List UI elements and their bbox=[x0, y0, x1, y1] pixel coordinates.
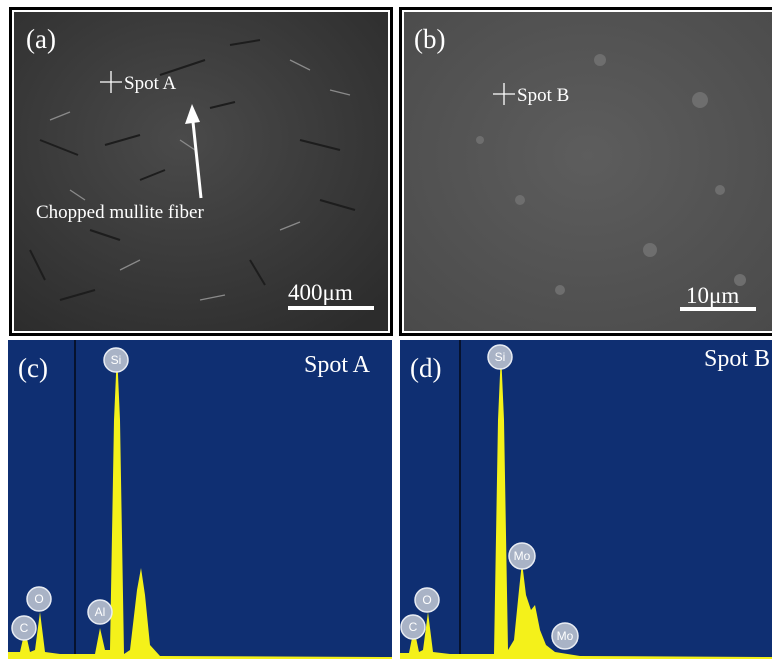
scale-bar bbox=[288, 306, 374, 310]
spot-label: Spot A bbox=[304, 352, 371, 378]
element-label: Mo bbox=[514, 549, 531, 563]
element-tag: O bbox=[415, 588, 439, 612]
element-label: C bbox=[409, 620, 418, 634]
panel-c: (c) Spot A Si O C Al bbox=[8, 340, 392, 659]
eds-spectrum bbox=[8, 340, 392, 659]
panel-d: (d) Spot B Si Mo O C Mo bbox=[400, 340, 772, 659]
scale-bar bbox=[680, 307, 756, 311]
spot-label: Spot B bbox=[704, 346, 770, 372]
element-label: Al bbox=[95, 605, 106, 619]
panel-b: (b) Spot B 10μm bbox=[399, 7, 772, 336]
panel-label: (b) bbox=[414, 24, 445, 54]
scale-bar-label: 400μm bbox=[288, 280, 353, 305]
element-label: C bbox=[20, 621, 29, 635]
panel-label: (a) bbox=[26, 24, 56, 54]
element-label: O bbox=[34, 592, 43, 606]
panel-label: (d) bbox=[410, 353, 441, 383]
element-label: Si bbox=[111, 353, 122, 367]
element-tag: C bbox=[12, 616, 36, 640]
element-label: Si bbox=[495, 350, 506, 364]
element-tag: Mo bbox=[552, 623, 578, 649]
element-tag: O bbox=[27, 587, 51, 611]
element-tag: C bbox=[401, 615, 425, 639]
panel-a: (a) Spot A Chopped mullite fiber 400μm bbox=[9, 7, 393, 336]
element-tag: Mo bbox=[509, 543, 535, 569]
figure: (a) Spot A Chopped mullite fiber 400μm (… bbox=[0, 0, 772, 659]
element-tag: Si bbox=[488, 345, 512, 369]
annotation: Chopped mullite fiber bbox=[36, 202, 204, 223]
element-tag: Si bbox=[104, 348, 128, 372]
element-tag: Al bbox=[88, 600, 112, 624]
scale-bar-label: 10μm bbox=[686, 283, 739, 308]
spot-label: Spot A bbox=[124, 73, 177, 94]
element-label: O bbox=[422, 593, 431, 607]
spot-label: Spot B bbox=[517, 85, 569, 106]
element-label: Mo bbox=[557, 629, 574, 643]
panel-label: (c) bbox=[18, 353, 48, 383]
eds-spectrum bbox=[400, 340, 772, 659]
